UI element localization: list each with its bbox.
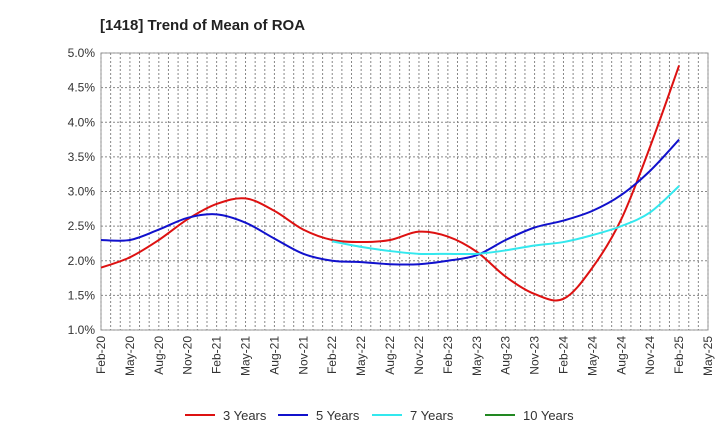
- series-lines: [100, 65, 681, 302]
- x-tick-label: Feb-22: [325, 336, 339, 374]
- y-axis-ticks: 1.0% 1.5% 2.0% 2.5% 3.0% 3.5% 4.0% 4.5% 5.0%: [68, 46, 96, 337]
- x-tick-label: May-21: [239, 336, 253, 376]
- x-axis-ticks: Feb-20 May-20 Aug-20 Nov-20 Feb-21 May-21 Aug-…: [94, 336, 715, 376]
- y-tick-label: 1.5%: [68, 288, 96, 302]
- legend-label: 5 Years: [316, 408, 360, 423]
- x-tick-label: Aug-20: [152, 336, 166, 375]
- y-tick-label: 4.5%: [68, 81, 96, 95]
- legend-label: 3 Years: [223, 408, 267, 423]
- x-tick-label: May-23: [470, 336, 484, 376]
- y-tick-label: 2.0%: [68, 254, 96, 268]
- plot-area: [100, 52, 709, 331]
- y-tick-label: 1.0%: [68, 323, 96, 337]
- x-tick-label: Nov-24: [643, 336, 657, 375]
- series-line-3-years: [100, 65, 681, 302]
- legend: 3 Years 5 Years 7 Years 10 Years: [185, 408, 574, 423]
- y-tick-label: 4.0%: [68, 115, 96, 129]
- x-tick-label: Feb-25: [672, 336, 686, 374]
- y-tick-label: 2.5%: [68, 219, 96, 233]
- x-tick-label: May-22: [354, 336, 368, 376]
- x-tick-label: Nov-20: [181, 336, 195, 375]
- x-tick-label: Feb-21: [210, 336, 224, 374]
- x-tick-label: Feb-20: [94, 336, 108, 374]
- y-tick-label: 3.5%: [68, 150, 96, 164]
- legend-label: 10 Years: [523, 408, 574, 423]
- x-tick-label: May-24: [585, 336, 599, 376]
- x-tick-label: Nov-22: [412, 336, 426, 375]
- x-tick-label: Aug-22: [383, 336, 397, 375]
- x-tick-label: May-20: [123, 336, 137, 376]
- x-tick-label: Aug-21: [267, 336, 281, 375]
- series-line-7-years: [332, 185, 680, 256]
- x-tick-label: Nov-23: [528, 336, 542, 375]
- y-tick-label: 3.0%: [68, 185, 96, 199]
- y-tick-label: 5.0%: [68, 46, 96, 60]
- series-line-5-years: [100, 138, 680, 266]
- x-tick-label: Aug-24: [614, 336, 628, 375]
- x-tick-label: Aug-23: [499, 336, 513, 375]
- grid-lines: [100, 52, 709, 331]
- x-tick-label: Feb-23: [441, 336, 455, 374]
- chart-title: [1418] Trend of Mean of ROA: [100, 17, 305, 34]
- x-tick-label: May-25: [701, 336, 715, 376]
- x-tick-label: Feb-24: [556, 336, 570, 374]
- legend-label: 7 Years: [410, 408, 454, 423]
- x-tick-label: Nov-21: [296, 336, 310, 375]
